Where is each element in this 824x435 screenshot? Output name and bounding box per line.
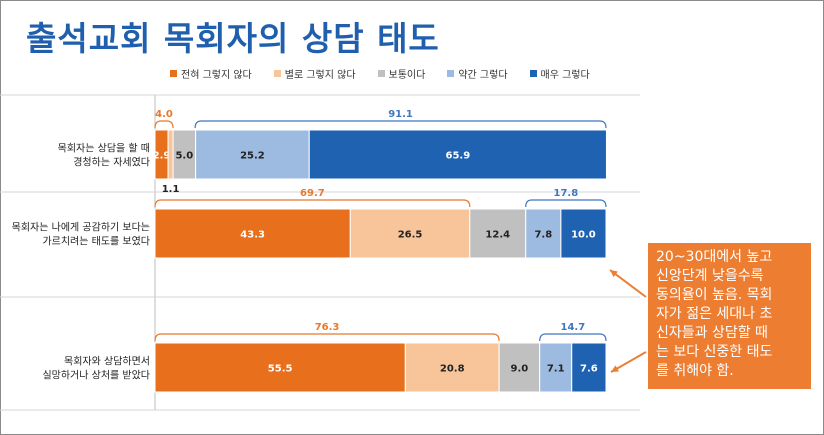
legend-label: 약간 그렇다 bbox=[458, 70, 508, 81]
bar-segment bbox=[525, 208, 562, 259]
data-label: 2.9 bbox=[153, 151, 171, 162]
data-label: 7.8 bbox=[534, 230, 552, 241]
bar-segment bbox=[539, 342, 573, 393]
bracket bbox=[539, 333, 607, 342]
bracket-label: 91.1 bbox=[388, 109, 413, 120]
bracket-label: 14.7 bbox=[561, 322, 586, 333]
data-label: 26.5 bbox=[398, 230, 423, 241]
data-label: 20.8 bbox=[440, 364, 465, 375]
bar-segment bbox=[349, 208, 471, 259]
data-label: 55.5 bbox=[268, 364, 293, 375]
category-label: 실망하거나 상처를 받았다 bbox=[42, 369, 150, 382]
bar-segment bbox=[498, 342, 541, 393]
legend-label: 전혀 그렇지 않다 bbox=[181, 70, 252, 81]
data-label: 1.1 bbox=[162, 184, 180, 195]
data-label: 7.1 bbox=[547, 364, 565, 375]
chart-legend: 전혀 그렇지 않다 별로 그렇지 않다 보통이다 약간 그렇다 매우 그렇다 bbox=[170, 66, 590, 81]
bracket-label: 4.0 bbox=[155, 109, 173, 120]
bar-segment bbox=[571, 342, 607, 393]
page-title: 출석교회 목회자의 상담 태도 bbox=[26, 19, 440, 58]
category-label: 경청하는 자세였다 bbox=[73, 156, 150, 169]
bracket bbox=[525, 199, 607, 208]
bracket-label: 69.7 bbox=[300, 188, 325, 199]
bracket bbox=[154, 120, 174, 129]
category-label: 목회자는 상담을 할 때 bbox=[58, 143, 150, 155]
bracket bbox=[154, 199, 471, 208]
legend-swatch bbox=[447, 70, 455, 77]
legend-label: 별로 그렇지 않다 bbox=[284, 70, 356, 81]
bar-segment bbox=[167, 129, 174, 180]
legend-label: 매우 그렇다 bbox=[540, 70, 590, 81]
bracket-label: 76.3 bbox=[315, 322, 340, 333]
legend-swatch bbox=[273, 70, 281, 77]
legend-label: 보통이다 bbox=[388, 70, 426, 81]
bracket-label: 17.8 bbox=[554, 188, 579, 199]
callout-note: 20~30대에서 높고 신앙단계 낮을수록 동의율이 높음. 목회 자가 젊은 … bbox=[648, 243, 811, 389]
data-label: 65.9 bbox=[446, 151, 471, 162]
bar-segment bbox=[469, 208, 527, 259]
category-label: 목회자는 나에게 공감하기 보다는 bbox=[12, 221, 150, 234]
legend-item-3: 약간 그렇다 bbox=[447, 66, 508, 81]
data-label: 10.0 bbox=[571, 230, 596, 241]
legend-item-1: 별로 그렇지 않다 bbox=[273, 66, 356, 81]
data-label: 25.2 bbox=[240, 151, 265, 162]
data-label: 5.0 bbox=[175, 151, 193, 162]
data-label: 12.4 bbox=[485, 230, 510, 241]
bar-segment bbox=[560, 208, 607, 259]
bracket bbox=[154, 333, 500, 342]
legend-item-4: 매우 그렇다 bbox=[529, 66, 590, 81]
legend-swatch bbox=[377, 70, 385, 77]
bracket bbox=[194, 120, 607, 129]
legend-swatch bbox=[170, 70, 177, 77]
category-label: 가르치려는 태도를 보였다 bbox=[42, 236, 150, 248]
bar-segment bbox=[154, 342, 406, 393]
bar-segment bbox=[154, 208, 351, 259]
data-label: 7.6 bbox=[580, 364, 598, 375]
data-label: 9.0 bbox=[511, 364, 529, 375]
bar-segment bbox=[308, 129, 607, 180]
data-label: 43.3 bbox=[240, 230, 265, 241]
bar-segment bbox=[404, 342, 500, 393]
legend-swatch bbox=[529, 70, 537, 77]
category-label: 목회자와 상담하면서 bbox=[64, 355, 150, 368]
legend-item-0: 전혀 그렇지 않다 bbox=[170, 66, 252, 81]
legend-item-2: 보통이다 bbox=[377, 66, 426, 81]
